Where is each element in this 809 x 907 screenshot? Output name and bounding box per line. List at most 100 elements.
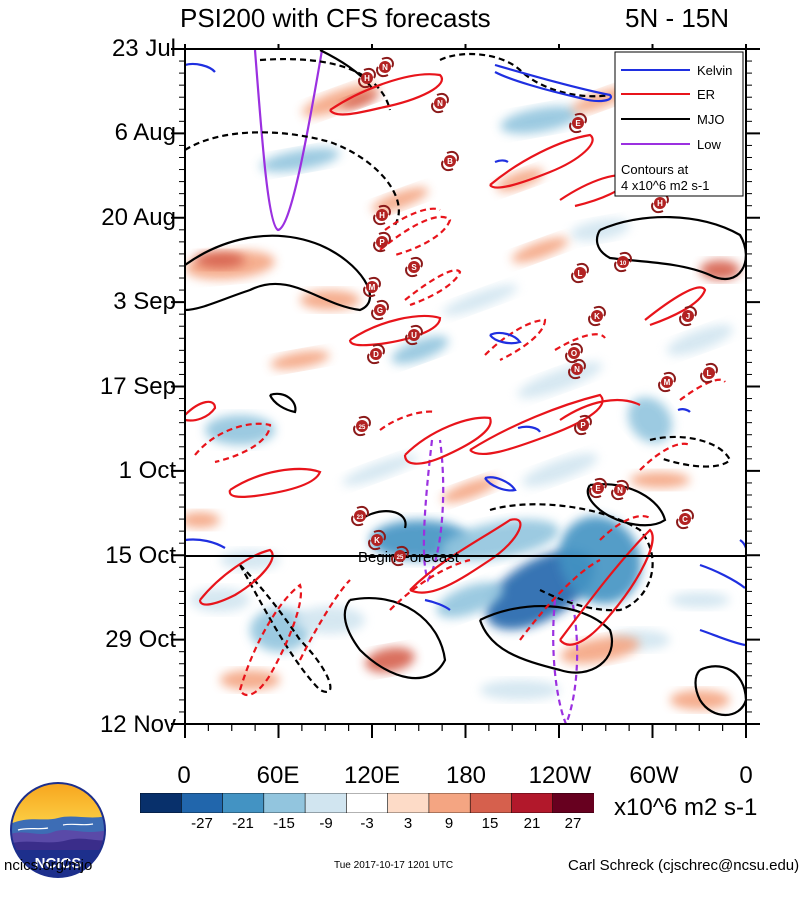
colorbar-tick: -27 [191, 815, 213, 832]
colorbar-segment [511, 793, 554, 813]
storm-marker-label: E [595, 484, 601, 493]
y-tick-label: 20 Aug [101, 204, 176, 231]
storm-marker: 23 [351, 506, 369, 526]
anomaly-patch [560, 636, 640, 664]
x-tick-label: 60W [629, 762, 679, 789]
storm-marker: L [571, 263, 589, 283]
storm-marker: 25 [353, 416, 371, 436]
storm-marker: D [367, 344, 385, 364]
colorbar-tick: 27 [564, 815, 582, 832]
storm-marker: N [611, 480, 629, 500]
chart-title: PSI200 with CFS forecasts [180, 3, 491, 33]
anomaly-patch [500, 106, 580, 134]
legend-note: Contours at [621, 162, 689, 177]
storm-marker: B [441, 151, 459, 171]
storm-marker: J [679, 306, 697, 326]
colorbar-segment [222, 793, 265, 813]
storm-marker: C [676, 509, 694, 529]
legend-note: 4 x10^6 m2 s-1 [621, 178, 709, 193]
storm-marker-label: O [571, 349, 577, 358]
y-tick-label: 29 Oct [105, 626, 176, 653]
ncics-logo: NCICS [10, 782, 106, 878]
anomaly-patch [436, 582, 504, 618]
colorbar-tick: 21 [523, 815, 541, 832]
legend: Kelvin ER MJO Low Contours at 4 x10^6 m2… [614, 51, 744, 197]
colorbar-segment [304, 793, 348, 813]
storm-marker: 10 [614, 252, 632, 272]
anomaly-patch [511, 237, 569, 263]
legend-label: ER [697, 87, 715, 102]
anomaly-patch [270, 350, 330, 370]
x-tick-label: 60E [256, 762, 300, 789]
anomaly-patch [480, 680, 560, 700]
anomaly-patch [441, 477, 499, 503]
storm-marker: U [405, 325, 423, 345]
colorbar-segment [180, 793, 224, 813]
legend-label: Kelvin [697, 63, 732, 78]
storm-marker-label: N [382, 63, 388, 72]
x-tick-label: 0 [739, 762, 753, 789]
storm-marker-label: N [617, 486, 623, 495]
storm-marker: P [574, 415, 592, 435]
colorbar-tick: 3 [403, 815, 413, 832]
storm-marker-label: N [574, 365, 580, 374]
storm-marker: G [371, 300, 389, 320]
legend-label: MJO [697, 112, 724, 127]
colorbar-segment [263, 793, 306, 813]
storm-marker-label: N [437, 99, 443, 108]
anomaly-patch [522, 453, 598, 487]
storm-marker-label: 23 [357, 515, 364, 521]
storm-marker-label: H [379, 211, 385, 220]
anomaly-patch [627, 396, 673, 444]
storm-marker-label: C [682, 515, 688, 524]
storm-marker-label: M [664, 378, 671, 387]
anomaly-patch [342, 454, 418, 486]
colorbar-segment [469, 793, 513, 813]
storm-marker-label: J [686, 312, 690, 321]
colorbar [140, 793, 594, 813]
anomaly-patch [205, 415, 275, 445]
anomaly-patch [295, 606, 365, 634]
storm-marker: H [358, 68, 376, 88]
storm-marker-label: E [575, 119, 581, 128]
footer-author: Carl Schreck (cjschrec@ncsu.edu) [568, 857, 800, 874]
storm-marker-label: U [411, 331, 417, 340]
footer-timestamp: Tue 2017-10-17 1201 UTC [334, 860, 454, 871]
colorbar-tick: -15 [273, 815, 295, 832]
storm-marker-label: 25 [397, 555, 404, 561]
storm-marker-label: S [411, 263, 417, 272]
colorbar-segment [387, 793, 430, 813]
storm-marker-label: B [447, 157, 453, 166]
y-tick-label: 17 Sep [99, 373, 176, 400]
storm-marker-label: D [373, 350, 379, 359]
storm-marker-label: G [377, 306, 383, 315]
colorbar-segment [140, 793, 183, 813]
storm-marker: P [373, 232, 391, 252]
storm-marker-label: H [657, 199, 663, 208]
y-tick-label: 6 Aug [114, 119, 176, 146]
y-tick-label: 15 Oct [105, 542, 176, 569]
storm-marker-label: L [707, 369, 712, 378]
storm-marker: E [569, 113, 587, 133]
storm-marker: N [431, 93, 449, 113]
storm-marker-label: P [379, 238, 385, 247]
colorbar-tick: 15 [481, 815, 499, 832]
footer-website: ncics.org/mjo [4, 857, 93, 874]
y-tick-label: 3 Sep [113, 288, 176, 315]
storm-marker-label: M [369, 283, 376, 292]
storm-marker: M [363, 277, 381, 297]
anomaly-patch [630, 472, 690, 488]
anomaly-patch [391, 336, 449, 364]
anomaly-patch [185, 512, 220, 528]
storm-marker: M [658, 372, 676, 392]
anomaly-patch [442, 284, 518, 316]
hovmoller-plot: Begin Forecast H N N E B H P S M G D U 25 23 K 25 L 10 K J O… [171, 44, 760, 738]
storm-marker-label: H [364, 74, 370, 83]
region-label: 5N - 15N [625, 3, 730, 33]
anomaly-patch [220, 670, 280, 690]
colorbar-tick: 9 [444, 815, 454, 832]
anomaly-patch [260, 147, 340, 173]
storm-marker-label: K [594, 312, 600, 321]
storm-marker-label: L [578, 269, 583, 278]
